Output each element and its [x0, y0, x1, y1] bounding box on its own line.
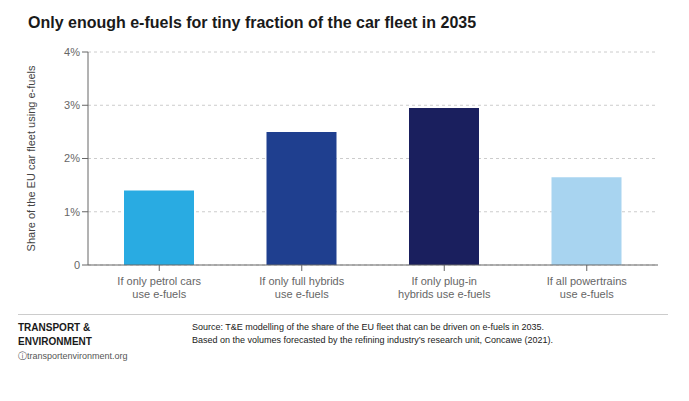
svg-text:If only plug-inhybrids use e-f: If only plug-inhybrids use e-fuels — [398, 275, 491, 300]
svg-text:If only full hybridsuse e-fuel: If only full hybridsuse e-fuels — [259, 275, 344, 300]
svg-text:3%: 3% — [64, 99, 80, 111]
svg-text:If only petrol carsuse e-fuels: If only petrol carsuse e-fuels — [117, 275, 201, 300]
svg-text:If all powertrainsuse e-fuels: If all powertrainsuse e-fuels — [547, 275, 628, 300]
html-text:ENVIRONMENT: ENVIRONMENT — [18, 336, 92, 347]
svg-text:1%: 1% — [64, 206, 80, 218]
html-text:Only enough e-fuels for tiny f: Only enough e-fuels for tiny fraction of… — [28, 14, 477, 31]
svg-text:2%: 2% — [64, 152, 80, 164]
html-text:Source: T&E modelling of the s: Source: T&E modelling of the share of th… — [192, 322, 553, 345]
svg-text:Share of the EU car fleet usin: Share of the EU car fleet using e-fuels — [25, 65, 37, 251]
html-text:ⓘtransportenvironment.org: ⓘtransportenvironment.org — [18, 351, 128, 361]
svg-text:0: 0 — [74, 259, 80, 271]
html-text:TRANSPORT &: TRANSPORT & — [18, 322, 91, 333]
svg-text:4%: 4% — [64, 46, 80, 58]
